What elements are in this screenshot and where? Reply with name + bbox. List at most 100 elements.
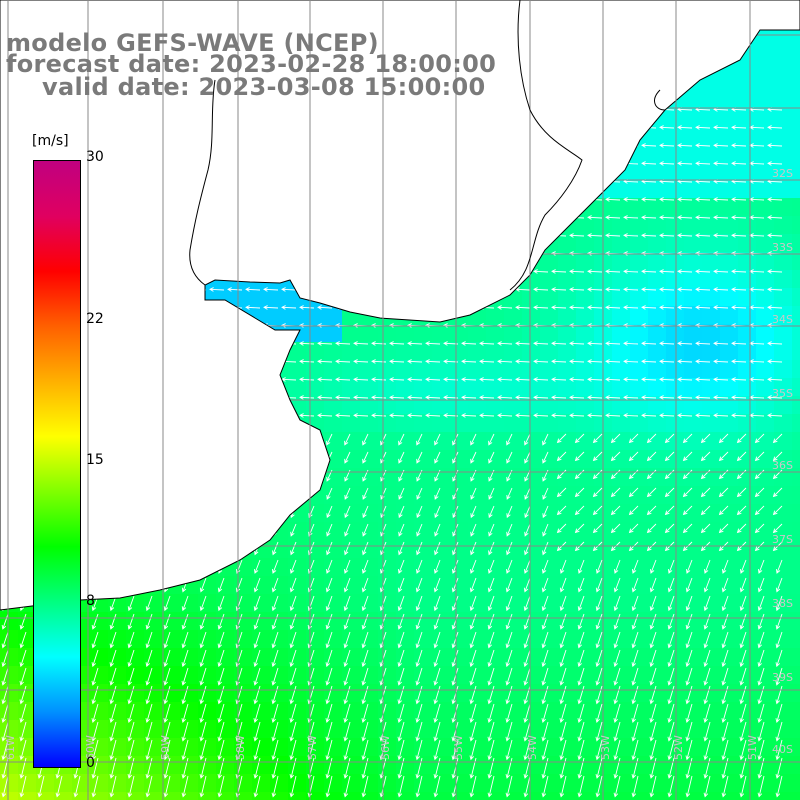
wind-arrow [541, 757, 549, 779]
wind-arrow [551, 305, 567, 310]
wind-arrow [685, 595, 693, 612]
wind-arrow [343, 757, 351, 779]
wind-arrow [271, 703, 279, 723]
field-cell [18, 630, 37, 649]
field-cell [450, 486, 469, 505]
wind-arrow [487, 757, 495, 779]
wind-arrow [641, 197, 657, 202]
field-cell [558, 324, 577, 343]
wind-arrow [487, 739, 495, 761]
field-cell [288, 702, 307, 721]
wind-arrow [469, 685, 477, 705]
wind-arrow [181, 649, 189, 668]
field-cell [684, 126, 703, 145]
wind-arrow [700, 487, 711, 498]
wind-arrow [556, 505, 567, 516]
wind-arrow [497, 377, 513, 382]
field-cell [630, 630, 649, 649]
wind-arrow [754, 469, 765, 480]
wind-arrow [641, 161, 657, 166]
field-cell [774, 288, 793, 307]
field-cell [468, 486, 487, 505]
field-cell [432, 774, 451, 793]
field-cell [630, 378, 649, 397]
field-cell [666, 306, 685, 325]
wind-arrow [556, 523, 567, 534]
field-cell [720, 162, 739, 181]
wind-arrow [145, 595, 153, 612]
lat-label: 33S [772, 241, 793, 254]
field-cell [702, 306, 721, 325]
field-cell [540, 684, 559, 703]
wind-arrow [713, 359, 729, 364]
field-cell [576, 288, 595, 307]
wind-arrow [700, 469, 711, 480]
field-cell [306, 342, 325, 361]
field-cell [288, 648, 307, 667]
wind-arrow [613, 739, 621, 761]
field-cell [450, 432, 469, 451]
wind-arrow [326, 487, 333, 500]
wind-arrow [289, 559, 297, 574]
wind-arrow [163, 595, 171, 612]
wind-arrow [623, 377, 639, 382]
field-cell [666, 216, 685, 235]
field-cell [684, 162, 703, 181]
field-cell [576, 324, 595, 343]
field-cell [504, 306, 523, 325]
lat-label: 40S [772, 743, 793, 756]
wind-arrow [731, 377, 747, 382]
wind-arrow [713, 395, 729, 400]
wind-arrow [577, 649, 585, 668]
field-cell [468, 414, 487, 433]
field-cell [486, 540, 505, 559]
wind-arrow [677, 215, 693, 220]
wind-arrow [574, 487, 585, 498]
wind-arrow [659, 161, 675, 166]
field-cell [684, 414, 703, 433]
field-cell [540, 270, 559, 289]
field-cell [738, 90, 757, 109]
field-cell [738, 630, 757, 649]
field-cell [702, 216, 721, 235]
wind-arrow [199, 775, 207, 798]
field-cell [360, 720, 379, 739]
wind-arrow [685, 559, 693, 574]
lat-label: 35S [772, 387, 793, 400]
field-cell [540, 306, 559, 325]
wind-arrow [217, 721, 225, 742]
wind-arrow [145, 631, 153, 649]
wind-arrow [344, 451, 351, 464]
wind-arrow [199, 595, 207, 612]
field-cell [540, 414, 559, 433]
wind-arrow [271, 577, 279, 593]
field-cell [324, 612, 343, 631]
wind-arrow [469, 667, 477, 686]
wind-arrow [1, 649, 9, 668]
wind-arrow [127, 757, 135, 779]
field-cell [306, 630, 325, 649]
field-cell [612, 594, 631, 613]
field-cell [684, 90, 703, 109]
field-cell [792, 756, 800, 775]
field-cell [576, 594, 595, 613]
field-cell [216, 702, 235, 721]
field-cell [738, 414, 757, 433]
field-cell [630, 252, 649, 271]
wind-arrow [559, 667, 567, 686]
wind-arrow [577, 703, 585, 723]
field-cell [720, 648, 739, 667]
lon-label: 51W [746, 735, 759, 760]
field-cell [612, 270, 631, 289]
wind-arrow [667, 577, 675, 593]
wind-arrow [667, 703, 675, 723]
wind-arrow [631, 613, 639, 630]
wind-arrow [325, 613, 333, 630]
wind-arrow [541, 649, 549, 668]
wind-arrow [524, 433, 531, 446]
field-cell [648, 396, 667, 415]
field-cell [432, 378, 451, 397]
field-cell [396, 612, 415, 631]
field-cell [648, 144, 667, 163]
field-cell [486, 594, 505, 613]
